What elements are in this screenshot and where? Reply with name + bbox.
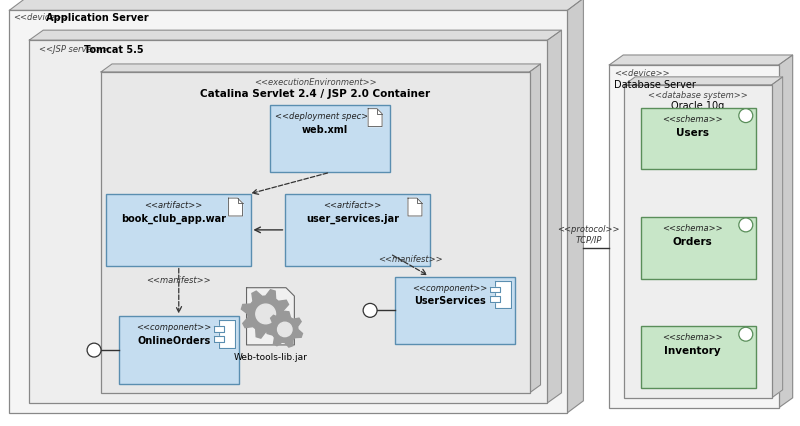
FancyBboxPatch shape: [101, 73, 530, 393]
Text: Web-tools-lib.jar: Web-tools-lib.jar: [234, 352, 307, 361]
Polygon shape: [214, 337, 224, 343]
Circle shape: [87, 343, 101, 357]
Text: <<deployment spec>>: <<deployment spec>>: [275, 112, 375, 121]
Text: <<JSP server>>: <<JSP server>>: [39, 45, 110, 54]
Polygon shape: [494, 281, 510, 309]
Circle shape: [739, 109, 753, 123]
Polygon shape: [266, 311, 302, 347]
FancyBboxPatch shape: [395, 277, 514, 344]
Polygon shape: [246, 288, 294, 345]
FancyBboxPatch shape: [641, 217, 756, 279]
Text: <<protocol>>
TCP/IP: <<protocol>> TCP/IP: [557, 225, 619, 244]
Text: user_services.jar: user_services.jar: [306, 213, 399, 224]
FancyBboxPatch shape: [30, 41, 547, 403]
FancyBboxPatch shape: [10, 12, 567, 413]
Circle shape: [278, 322, 292, 337]
FancyBboxPatch shape: [106, 195, 250, 266]
Text: <<schema>>: <<schema>>: [662, 114, 722, 124]
Circle shape: [739, 328, 753, 341]
Text: Tomcat 5.5: Tomcat 5.5: [84, 45, 143, 55]
Polygon shape: [490, 297, 500, 303]
Polygon shape: [408, 199, 422, 216]
Circle shape: [363, 304, 377, 317]
Text: Catalina Servlet 2.4 / JSP 2.0 Container: Catalina Servlet 2.4 / JSP 2.0 Container: [200, 89, 430, 98]
Polygon shape: [772, 78, 782, 398]
Text: Oracle 10g: Oracle 10g: [671, 101, 725, 110]
Text: Users: Users: [676, 127, 709, 137]
Text: <<device>>: <<device>>: [14, 13, 69, 22]
Polygon shape: [30, 31, 562, 41]
Text: Orders: Orders: [673, 236, 712, 246]
Polygon shape: [229, 199, 242, 216]
Text: <<schema>>: <<schema>>: [662, 223, 722, 233]
Text: <<executionEnvironment>>: <<executionEnvironment>>: [254, 78, 377, 86]
Text: book_club_app.war: book_club_app.war: [121, 213, 226, 224]
Text: <<schema>>: <<schema>>: [662, 332, 722, 341]
Text: <<device>>: <<device>>: [614, 69, 670, 78]
FancyBboxPatch shape: [624, 86, 772, 398]
Text: <<manifest>>: <<manifest>>: [378, 255, 442, 264]
Polygon shape: [547, 31, 562, 403]
Text: UserServices: UserServices: [414, 296, 486, 306]
Polygon shape: [214, 326, 224, 332]
Polygon shape: [218, 320, 234, 348]
Text: web.xml: web.xml: [302, 124, 348, 134]
Polygon shape: [242, 290, 290, 338]
Text: <<component>>: <<component>>: [412, 283, 487, 292]
Text: <<component>>: <<component>>: [136, 322, 211, 331]
Polygon shape: [567, 0, 583, 413]
Text: <<database system>>: <<database system>>: [648, 91, 748, 100]
Text: <<artifact>>: <<artifact>>: [323, 201, 382, 210]
Circle shape: [256, 305, 275, 324]
Polygon shape: [101, 65, 541, 73]
Circle shape: [739, 219, 753, 232]
Polygon shape: [490, 287, 500, 293]
Polygon shape: [10, 0, 583, 12]
Polygon shape: [530, 65, 541, 393]
FancyBboxPatch shape: [641, 326, 756, 388]
FancyBboxPatch shape: [119, 317, 238, 384]
Text: <<manifest>>: <<manifest>>: [146, 275, 211, 284]
Text: <<artifact>>: <<artifact>>: [144, 201, 202, 210]
Text: Inventory: Inventory: [664, 345, 721, 355]
Polygon shape: [624, 78, 782, 86]
FancyBboxPatch shape: [286, 195, 430, 266]
Text: OnlineOrders: OnlineOrders: [137, 335, 210, 345]
Polygon shape: [610, 56, 793, 66]
Polygon shape: [778, 56, 793, 408]
FancyBboxPatch shape: [610, 66, 778, 408]
FancyBboxPatch shape: [270, 106, 390, 173]
Text: Application Server: Application Server: [46, 13, 149, 23]
Polygon shape: [368, 109, 382, 127]
Text: Database Server: Database Server: [614, 80, 696, 89]
FancyBboxPatch shape: [641, 109, 756, 170]
